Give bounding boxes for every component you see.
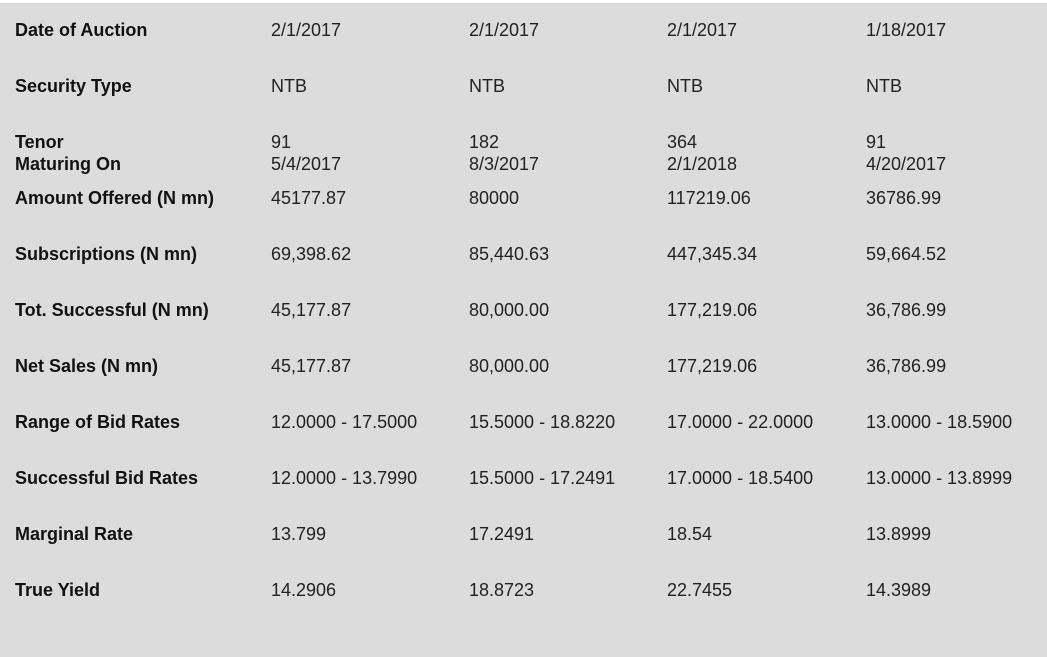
cell-value: 80000	[469, 188, 520, 208]
cell-value: 18.54	[667, 524, 713, 544]
row-label: Tot. Successful (N mn)	[15, 300, 209, 320]
cell-value: 13.799	[271, 524, 327, 544]
cell-value: 117219.06	[667, 188, 751, 208]
cell-value: 14.2906	[271, 580, 337, 600]
cell-value: 2/1/2017	[667, 20, 738, 40]
cell-value: 4/20/2017	[866, 154, 947, 174]
cell-value: NTB	[866, 76, 902, 96]
cell-value: NTB	[271, 76, 307, 96]
cell-value: 8/3/2017	[469, 154, 540, 174]
auction-results-table: Date of Auction 2/1/2017 2/1/2017 2/1/2017 1…	[0, 3, 1047, 657]
row-label: Net Sales (N mn)	[15, 356, 159, 376]
cell-value: 91	[271, 132, 292, 152]
cell-value: 14.3989	[866, 580, 932, 600]
cell-value: 59,664.52	[866, 244, 947, 264]
row-label: Security Type	[15, 76, 132, 96]
cell-value: NTB	[469, 76, 505, 96]
cell-value: 12.0000 - 17.5000	[271, 412, 418, 432]
cell-value: 18.8723	[469, 580, 535, 600]
cell-value: 177,219.06	[667, 300, 758, 320]
cell-value: 17.2491	[469, 524, 535, 544]
row-label: Tenor	[15, 132, 64, 152]
cell-value: 13.0000 - 18.5900	[866, 412, 1013, 432]
cell-value: 80,000.00	[469, 356, 550, 376]
cell-value: 36786.99	[866, 188, 942, 208]
cell-value: NTB	[667, 76, 703, 96]
cell-value: 447,345.34	[667, 244, 758, 264]
cell-value: 182	[469, 132, 500, 152]
cell-value: 45,177.87	[271, 300, 352, 320]
cell-value: 2/1/2017	[469, 20, 540, 40]
row-label: Maturing On	[15, 154, 121, 174]
row-label: True Yield	[15, 580, 101, 600]
cell-value: 36,786.99	[866, 356, 947, 376]
cell-value: 12.0000 - 13.7990	[271, 468, 418, 488]
row-label: Date of Auction	[15, 20, 148, 40]
cell-value: 85,440.63	[469, 244, 550, 264]
cell-value: 177,219.06	[667, 356, 758, 376]
cell-value: 22.7455	[667, 580, 733, 600]
cell-value: 5/4/2017	[271, 154, 342, 174]
row-label: Range of Bid Rates	[15, 412, 181, 432]
cell-value: 15.5000 - 17.2491	[469, 468, 616, 488]
cell-value: 364	[667, 132, 698, 152]
cell-value: 17.0000 - 22.0000	[667, 412, 814, 432]
row-label: Subscriptions (N mn)	[15, 244, 198, 264]
cell-value: 17.0000 - 18.5400	[667, 468, 814, 488]
cell-value: 91	[866, 132, 887, 152]
row-label: Amount Offered (N mn)	[15, 188, 214, 208]
cell-value: 2/1/2018	[667, 154, 738, 174]
row-label: Successful Bid Rates	[15, 468, 199, 488]
cell-value: 45177.87	[271, 188, 347, 208]
cell-value: 13.0000 - 13.8999	[866, 468, 1013, 488]
cell-value: 1/18/2017	[866, 20, 947, 40]
cell-value: 36,786.99	[866, 300, 947, 320]
cell-value: 2/1/2017	[271, 20, 342, 40]
cell-value: 80,000.00	[469, 300, 550, 320]
cell-value: 69,398.62	[271, 244, 352, 264]
cell-value: 45,177.87	[271, 356, 352, 376]
cell-value: 15.5000 - 18.8220	[469, 412, 616, 432]
cell-value: 13.8999	[866, 524, 932, 544]
row-label: Marginal Rate	[15, 524, 134, 544]
